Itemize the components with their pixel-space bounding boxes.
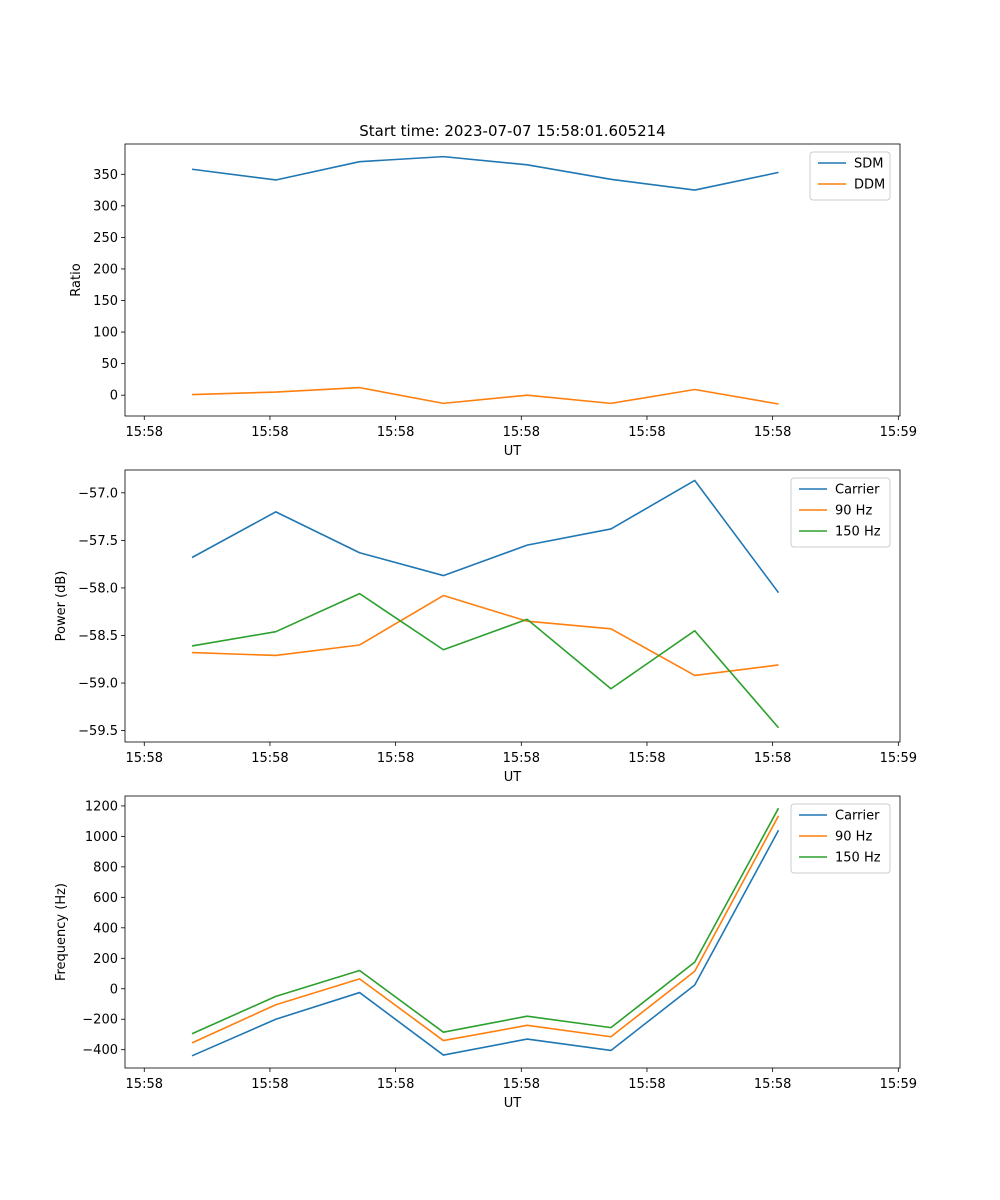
axes-frame — [124, 469, 901, 743]
y-tick-label: −59.5 — [78, 724, 118, 739]
x-tick-label: 15:58 — [377, 1077, 414, 1092]
series-line-90-hz — [192, 594, 779, 677]
x-tick-label: 15:59 — [880, 751, 917, 766]
series-line-carrier — [191, 479, 780, 594]
series-line-carrier — [191, 829, 780, 1057]
x-tick-label: 15:58 — [754, 1077, 791, 1092]
y-tick-label: 100 — [93, 326, 118, 341]
y-tick-label: 0 — [110, 389, 118, 404]
axes-frame — [124, 795, 901, 1069]
x-tick-label: 15:58 — [126, 1077, 163, 1092]
panels: Start time: 2023-07-07 15:58:01.605214 15… — [54, 122, 917, 1111]
legend-entry-label: 150 Hz — [835, 525, 881, 540]
y-tick-label: −200 — [82, 1013, 118, 1028]
x-tick-label: 15:58 — [503, 751, 540, 766]
x-tick-label: 15:58 — [628, 1077, 665, 1092]
legend-box — [809, 151, 891, 201]
x-tick-label: 15:58 — [251, 751, 288, 766]
x-tick-label: 15:58 — [503, 425, 540, 440]
y-tick-label: 350 — [93, 168, 118, 183]
x-tick-label: 15:58 — [377, 751, 414, 766]
legend: Carrier 90 Hz 150 Hz — [790, 803, 891, 874]
series-line-150-hz — [191, 807, 780, 1035]
y-tick-label: −400 — [82, 1043, 118, 1058]
x-tick-label: 15:58 — [126, 751, 163, 766]
y-tick-label: 400 — [93, 921, 118, 936]
legend-entry-label: Carrier — [835, 809, 880, 824]
x-axis-label: UT — [504, 1096, 522, 1111]
y-axis-label: Power (dB) — [54, 571, 69, 642]
series-line-sdm — [191, 155, 779, 191]
x-tick-label: 15:59 — [880, 1077, 917, 1092]
y-tick-label: 0 — [110, 982, 118, 997]
y-tick-label: 200 — [93, 952, 118, 967]
x-tick-label: 15:59 — [880, 425, 917, 440]
x-tick-label: 15:58 — [503, 1077, 540, 1092]
series-line-150-hz — [191, 592, 780, 729]
y-tick-label: −59.0 — [78, 677, 118, 692]
x-tick-label: 15:58 — [251, 1077, 288, 1092]
chart-panel-1: Start time: 2023-07-07 15:58:01.605214 15… — [69, 122, 917, 459]
legend: SDM DDM — [809, 151, 891, 201]
y-tick-label: 800 — [93, 860, 118, 875]
y-tick-label: −57.5 — [78, 534, 118, 549]
x-tick-label: 15:58 — [628, 425, 665, 440]
y-tick-label: 600 — [93, 891, 118, 906]
legend-box — [790, 803, 891, 874]
x-tick-label: 15:58 — [754, 751, 791, 766]
legend-box — [790, 477, 891, 548]
chart-title: Start time: 2023-07-07 15:58:01.605214 — [359, 122, 665, 140]
legend-entry-label: 90 Hz — [835, 830, 872, 845]
y-tick-label: 200 — [93, 262, 118, 277]
y-axis-label: Ratio — [69, 263, 84, 296]
legend-entry-label: DDM — [854, 178, 885, 193]
axes-frame — [124, 143, 901, 417]
chart-panel-2: 15:58 15:58 15:58 15:58 15:58 15:58 15:59 −59.5… — [54, 469, 917, 785]
y-tick-label: −58.0 — [78, 581, 118, 596]
x-tick-label: 15:58 — [251, 425, 288, 440]
x-tick-label: 15:58 — [754, 425, 791, 440]
y-axis-label: Frequency (Hz) — [54, 883, 69, 981]
x-tick-label: 15:58 — [126, 425, 163, 440]
y-tick-label: 1000 — [85, 830, 118, 845]
series-line-90-hz — [191, 815, 780, 1044]
legend-entry-label: 90 Hz — [835, 504, 872, 519]
chart-panel-3: 15:58 15:58 15:58 15:58 15:58 15:58 15:59 −400 −… — [54, 795, 917, 1111]
y-tick-label: −57.0 — [78, 486, 118, 501]
x-axis-label: UT — [504, 444, 522, 459]
legend: Carrier 90 Hz 150 Hz — [790, 477, 891, 548]
x-axis-label: UT — [504, 770, 522, 785]
legend-entry-label: 150 Hz — [835, 851, 881, 866]
y-tick-label: 1200 — [85, 799, 118, 814]
y-tick-label: 50 — [101, 357, 118, 372]
legend-entry-label: SDM — [854, 157, 883, 172]
x-tick-label: 15:58 — [628, 751, 665, 766]
x-tick-label: 15:58 — [377, 425, 414, 440]
y-tick-label: 150 — [93, 294, 118, 309]
y-tick-label: −58.5 — [78, 629, 118, 644]
series-line-ddm — [192, 386, 779, 405]
y-tick-label: 250 — [93, 231, 118, 246]
legend-entry-label: Carrier — [835, 483, 880, 498]
y-tick-label: 300 — [93, 199, 118, 214]
